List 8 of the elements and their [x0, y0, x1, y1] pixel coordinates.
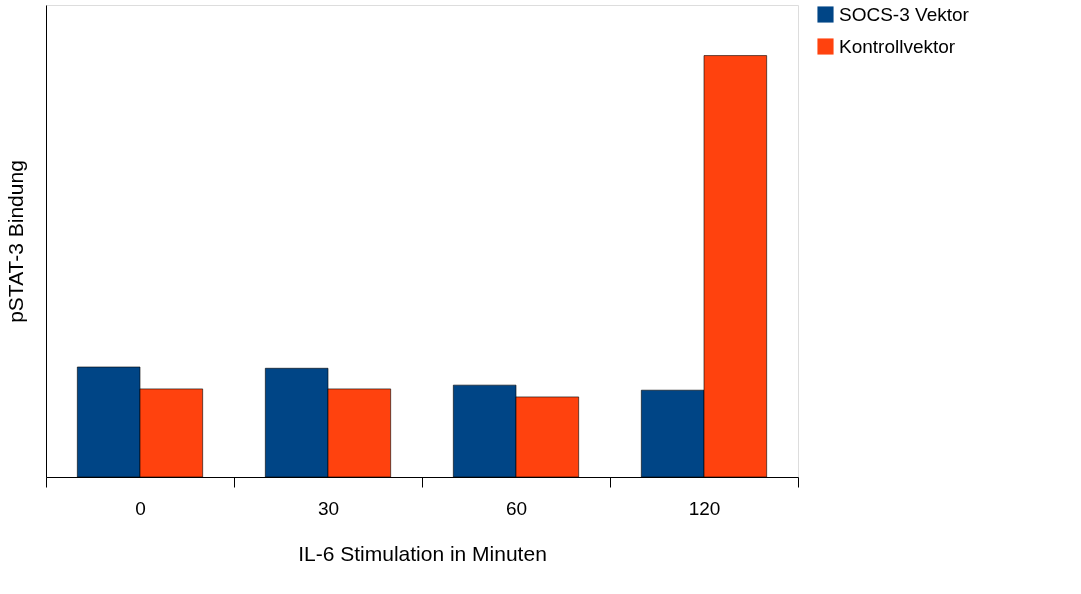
x-axis-title: IL-6 Stimulation in Minuten	[298, 541, 547, 565]
x-tick-label: 60	[505, 497, 528, 519]
legend-label: SOCS-3 Vektor	[839, 3, 970, 25]
x-tick-label: 30	[317, 497, 340, 519]
legend-label: Kontrollvektor	[839, 35, 956, 57]
x-tick-label: 0	[135, 497, 146, 519]
x-tick-label: 120	[688, 497, 721, 519]
y-axis-title: pSTAT-3 Bindung	[3, 160, 27, 323]
